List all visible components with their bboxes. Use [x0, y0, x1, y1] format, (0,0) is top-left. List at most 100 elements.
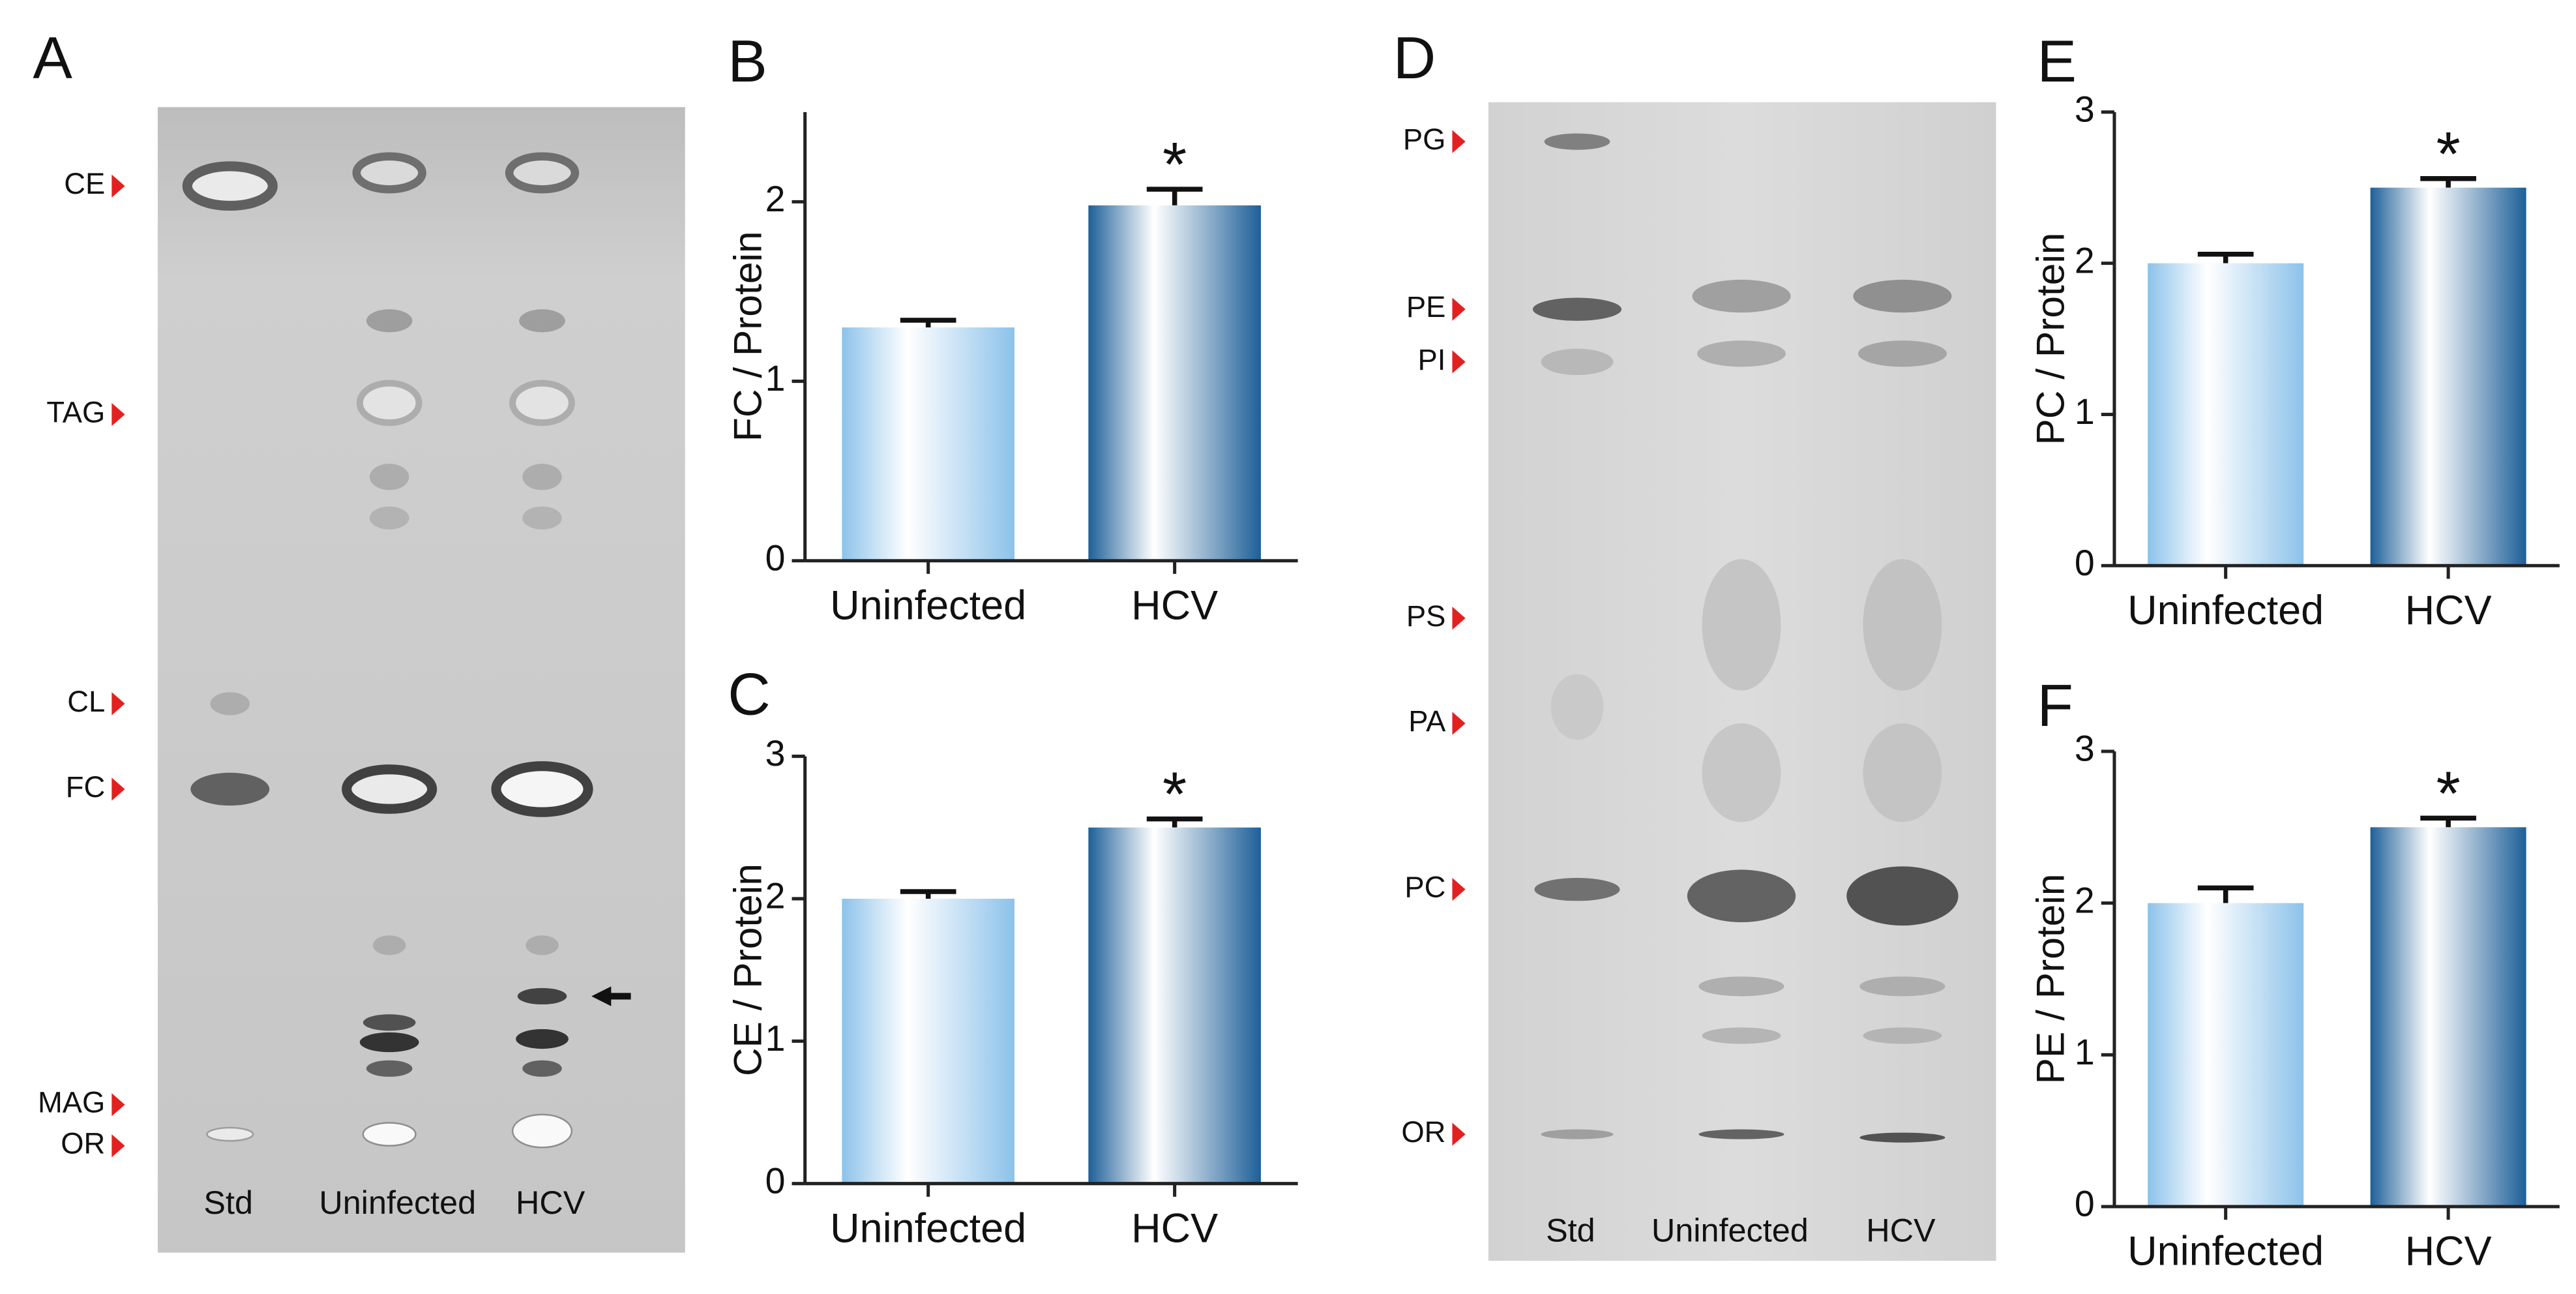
panel-letter: D: [1393, 25, 1436, 91]
band-label: FC: [66, 770, 105, 804]
lane-label: Uninfected: [1651, 1212, 1809, 1249]
band-spot: [516, 1029, 569, 1049]
band-spot: [369, 506, 409, 530]
x-tick-label: HCV: [2405, 588, 2492, 633]
y-tick-label: 0: [765, 1160, 786, 1201]
error-bar: [2420, 176, 2476, 188]
lane-label: HCV: [516, 1184, 585, 1221]
band-label: OR: [1401, 1115, 1445, 1149]
band-label: PI: [1418, 343, 1446, 376]
significance-mark: *: [1162, 760, 1187, 830]
lane-label: Uninfected: [319, 1184, 476, 1221]
band-marker: [111, 1093, 125, 1117]
panel-letter: A: [33, 25, 72, 91]
bar: [1088, 205, 1261, 561]
band-marker: [1452, 297, 1466, 321]
y-axis-label: FC / Protein: [726, 231, 770, 442]
panel-letter: C: [728, 661, 771, 727]
bar: [842, 898, 1014, 1184]
y-axis-label: CE / Protein: [726, 864, 770, 1076]
band-spot: [366, 309, 413, 333]
band-spot: [1859, 1132, 1946, 1143]
band-spot: [1532, 297, 1622, 321]
band-label: OR: [61, 1127, 105, 1160]
band-spot: [366, 1060, 413, 1077]
band-spot: [491, 761, 593, 817]
band-marker: [111, 174, 125, 198]
error-bar: [900, 889, 956, 899]
error-bar: [1146, 816, 1203, 828]
band-spot: [210, 692, 250, 715]
band-spot: [519, 309, 565, 333]
panel-letter: F: [2037, 673, 2073, 739]
band-marker: [111, 777, 125, 801]
band-spot: [1702, 1027, 1781, 1044]
band-label: MAG: [38, 1086, 105, 1119]
y-tick-label: 3: [2075, 89, 2095, 129]
band-spot: [511, 1113, 573, 1149]
band-label: PA: [1408, 704, 1446, 738]
band-spot: [1863, 723, 1942, 822]
x-tick-label: HCV: [1131, 582, 1218, 628]
band-spot: [522, 1060, 562, 1077]
band-marker: [111, 402, 125, 427]
y-tick-label: 3: [2075, 729, 2095, 769]
band-spot: [1534, 878, 1620, 901]
y-tick-label: 0: [2075, 1184, 2095, 1224]
band-marker: [1452, 350, 1466, 374]
band-spot: [206, 1126, 254, 1142]
band-spot: [1858, 340, 1947, 367]
x-tick-label: HCV: [1131, 1205, 1218, 1251]
band-spot: [1863, 1027, 1942, 1044]
band-spot: [372, 935, 406, 955]
y-axis-label: PC / Protein: [2028, 233, 2073, 445]
band-marker: [111, 1134, 125, 1158]
tlc-plate: [157, 107, 685, 1253]
band-marker: [1452, 878, 1466, 901]
x-tick-label: Uninfected: [830, 1205, 1026, 1251]
band-label: TAG: [46, 395, 105, 429]
y-tick-label: 0: [2075, 543, 2095, 583]
band-spot: [526, 935, 559, 955]
bar: [2148, 263, 2304, 566]
y-tick-label: 2: [2075, 240, 2095, 280]
error-bar: [2420, 815, 2476, 828]
significance-mark: *: [1162, 130, 1187, 200]
y-tick-label: 2: [765, 179, 786, 219]
y-tick-label: 1: [2075, 1032, 2095, 1072]
band-label: PS: [1406, 599, 1446, 633]
band-label: PE: [1406, 290, 1446, 324]
x-tick-label: Uninfected: [2127, 588, 2324, 633]
band-marker: [111, 692, 125, 715]
band-spot: [517, 987, 567, 1005]
band-spot: [359, 1032, 419, 1053]
bar: [2370, 187, 2526, 566]
band-spot: [1853, 279, 1952, 313]
error-bar: [2197, 251, 2254, 263]
band-spot: [522, 464, 562, 490]
band-spot: [1692, 279, 1791, 313]
significance-mark: *: [2436, 119, 2460, 189]
band-spot: [1698, 1129, 1784, 1139]
panel-letter: B: [728, 29, 767, 95]
band-spot: [1846, 866, 1959, 926]
x-tick-label: Uninfected: [830, 582, 1026, 628]
bar: [842, 327, 1014, 561]
y-tick-label: 2: [765, 876, 786, 916]
band-spot: [1541, 1129, 1614, 1139]
significance-mark: *: [2436, 759, 2460, 828]
band-spot: [1863, 559, 1942, 691]
error-bar: [2197, 885, 2254, 903]
error-bar: [1146, 187, 1203, 205]
y-tick-label: 0: [765, 537, 786, 578]
band-marker: [1452, 712, 1466, 735]
band-spot: [1550, 674, 1604, 740]
band-spot: [356, 380, 422, 427]
band-spot: [505, 152, 580, 194]
band-spot: [1859, 976, 1946, 997]
band-spot: [369, 464, 409, 490]
band-label: CL: [67, 685, 105, 718]
band-label: PC: [1404, 871, 1445, 904]
band-spot: [363, 1014, 416, 1031]
